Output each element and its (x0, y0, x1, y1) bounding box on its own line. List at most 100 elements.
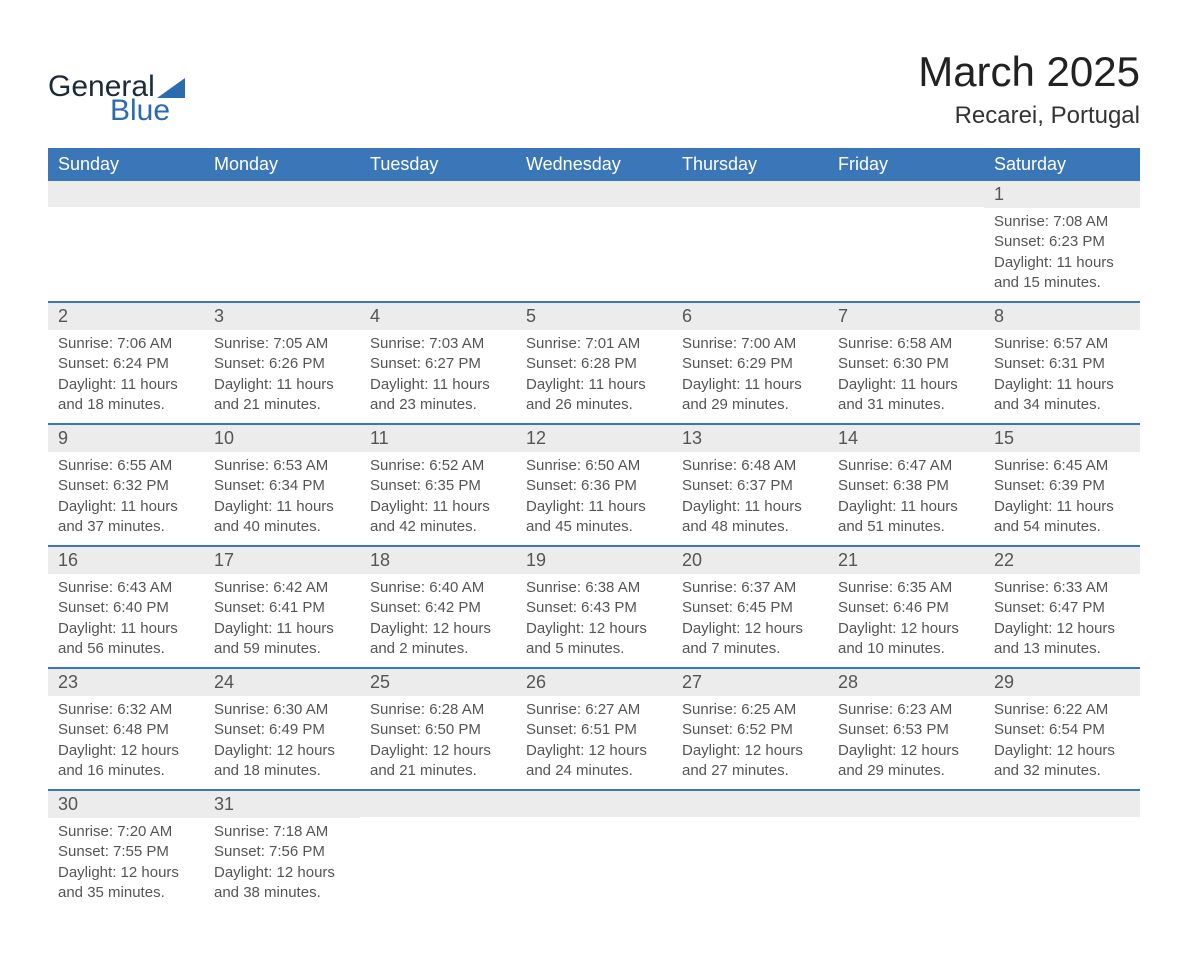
calendar-cell: 25Sunrise: 6:28 AMSunset: 6:50 PMDayligh… (360, 669, 516, 789)
sunrise-text: Sunrise: 7:00 AM (682, 334, 818, 354)
sunrise-text: Sunrise: 6:25 AM (682, 700, 818, 720)
day-number (360, 791, 516, 817)
sunset-text: Sunset: 6:37 PM (682, 476, 818, 496)
day-number: 4 (360, 303, 516, 330)
day-number: 5 (516, 303, 672, 330)
day-number: 17 (204, 547, 360, 574)
day-number (516, 181, 672, 207)
calendar-cell: 29Sunrise: 6:22 AMSunset: 6:54 PMDayligh… (984, 669, 1140, 789)
day-number: 23 (48, 669, 204, 696)
day-header-friday: Friday (828, 148, 984, 181)
sunset-text: Sunset: 6:53 PM (838, 720, 974, 740)
sunset-text: Sunset: 6:51 PM (526, 720, 662, 740)
sunrise-text: Sunrise: 6:55 AM (58, 456, 194, 476)
title-block: March 2025 Recarei, Portugal (918, 48, 1140, 130)
cell-body (48, 207, 204, 219)
calendar-cell: 16Sunrise: 6:43 AMSunset: 6:40 PMDayligh… (48, 547, 204, 667)
sunset-text: Sunset: 6:48 PM (58, 720, 194, 740)
calendar-week: 2Sunrise: 7:06 AMSunset: 6:24 PMDaylight… (48, 301, 1140, 423)
cell-body: Sunrise: 6:45 AMSunset: 6:39 PMDaylight:… (984, 452, 1140, 545)
calendar-cell (516, 181, 672, 301)
daylight-text: Daylight: 12 hours and 38 minutes. (214, 863, 350, 904)
sunrise-text: Sunrise: 6:43 AM (58, 578, 194, 598)
sunrise-text: Sunrise: 6:45 AM (994, 456, 1130, 476)
daylight-text: Daylight: 11 hours and 51 minutes. (838, 497, 974, 538)
calendar-week: 16 Sunrise: 6:43 AMSunset: 6:40 PM Dayligh… (48, 545, 1140, 667)
day-number: 11 (360, 425, 516, 452)
calendar-cell: 27Sunrise: 6:25 AMSunset: 6:52 PMDayligh… (672, 669, 828, 789)
calendar-cell (672, 791, 828, 911)
day-number: 16 (48, 547, 204, 574)
day-number: 21 (828, 547, 984, 574)
day-number: 6 (672, 303, 828, 330)
header: General Blue March 2025 Recarei, Portuga… (48, 48, 1140, 130)
location: Recarei, Portugal (918, 102, 1140, 130)
sunset-text: Sunset: 6:46 PM (838, 598, 974, 618)
sunrise-text: Sunrise: 7:08 AM (994, 212, 1130, 232)
day-number (48, 181, 204, 207)
day-number: 13 (672, 425, 828, 452)
daylight-text: Daylight: 11 hours and 21 minutes. (214, 375, 350, 416)
day-header-wednesday: Wednesday (516, 148, 672, 181)
cell-body: Sunrise: 6:42 AMSunset: 6:41 PMDaylight:… (204, 574, 360, 667)
cell-body: Sunrise: 6:57 AMSunset: 6:31 PMDaylight:… (984, 330, 1140, 423)
daylight-text: Daylight: 11 hours and 59 minutes. (214, 619, 350, 660)
calendar-cell: 31Sunrise: 7:18 AMSunset: 7:56 PMDayligh… (204, 791, 360, 911)
calendar-cell (360, 181, 516, 301)
day-header-monday: Monday (204, 148, 360, 181)
day-number: 25 (360, 669, 516, 696)
sunset-text: Sunset: 6:27 PM (370, 354, 506, 374)
cell-body: Sunrise: 6:35 AMSunset: 6:46 PMDaylight:… (828, 574, 984, 667)
daylight-text: Daylight: 11 hours and 31 minutes. (838, 375, 974, 416)
sunset-text: Sunset: 6:40 PM (58, 598, 194, 618)
calendar-cell: 24Sunrise: 6:30 AMSunset: 6:49 PMDayligh… (204, 669, 360, 789)
day-number: 19 (516, 547, 672, 574)
day-number (360, 181, 516, 207)
sunset-text: Sunset: 6:47 PM (994, 598, 1130, 618)
day-number (204, 181, 360, 207)
calendar-cell: 1Sunrise: 7:08 AMSunset: 6:23 PMDaylight… (984, 181, 1140, 301)
cell-body: Sunrise: 6:55 AMSunset: 6:32 PMDaylight:… (48, 452, 204, 545)
daylight-text: Daylight: 12 hours and 13 minutes. (994, 619, 1130, 660)
daylight-text: Daylight: 11 hours and 45 minutes. (526, 497, 662, 538)
day-number: 2 (48, 303, 204, 330)
day-number: 10 (204, 425, 360, 452)
day-number: 12 (516, 425, 672, 452)
sunrise-text: Sunrise: 6:37 AM (682, 578, 818, 598)
sunset-text: Sunset: 7:55 PM (58, 842, 194, 862)
day-number: 9 (48, 425, 204, 452)
day-number: 7 (828, 303, 984, 330)
calendar-cell: 12Sunrise: 6:50 AMSunset: 6:36 PMDayligh… (516, 425, 672, 545)
sunset-text: Sunset: 6:34 PM (214, 476, 350, 496)
day-number: 28 (828, 669, 984, 696)
calendar-cell: 18Sunrise: 6:40 AMSunset: 6:42 PMDayligh… (360, 547, 516, 667)
calendar-cell: 2Sunrise: 7:06 AMSunset: 6:24 PMDaylight… (48, 303, 204, 423)
daylight-text: Daylight: 11 hours and 42 minutes. (370, 497, 506, 538)
sunrise-text: Sunrise: 6:48 AM (682, 456, 818, 476)
sunrise-text: Sunrise: 6:23 AM (838, 700, 974, 720)
sunrise-text: Sunrise: 7:01 AM (526, 334, 662, 354)
day-number (828, 181, 984, 207)
cell-body: Sunrise: 6:58 AMSunset: 6:30 PMDaylight:… (828, 330, 984, 423)
daylight-text: Daylight: 12 hours and 32 minutes. (994, 741, 1130, 782)
sunset-text: Sunset: 6:42 PM (370, 598, 506, 618)
calendar: Sunday Monday Tuesday Wednesday Thursday… (48, 148, 1140, 911)
day-number: 8 (984, 303, 1140, 330)
day-header-sunday: Sunday (48, 148, 204, 181)
daylight-text: Daylight: 11 hours and 29 minutes. (682, 375, 818, 416)
sunset-text: Sunset: 7:56 PM (214, 842, 350, 862)
calendar-cell (48, 181, 204, 301)
sunrise-text: Sunrise: 6:27 AM (526, 700, 662, 720)
sunset-text: Sunset: 6:41 PM (214, 598, 350, 618)
sunset-text: Sunset: 6:49 PM (214, 720, 350, 740)
cell-body (672, 207, 828, 219)
day-number (672, 791, 828, 817)
cell-body: Sunrise: 7:08 AMSunset: 6:23 PMDaylight:… (984, 208, 1140, 301)
daylight-text: Daylight: 12 hours and 21 minutes. (370, 741, 506, 782)
calendar-cell (984, 791, 1140, 911)
day-number (984, 791, 1140, 817)
sunset-text: Sunset: 6:39 PM (994, 476, 1130, 496)
cell-body: Sunrise: 7:18 AMSunset: 7:56 PMDaylight:… (204, 818, 360, 911)
daylight-text: Daylight: 12 hours and 10 minutes. (838, 619, 974, 660)
cell-body: Sunrise: 6:32 AMSunset: 6:48 PMDaylight:… (48, 696, 204, 789)
